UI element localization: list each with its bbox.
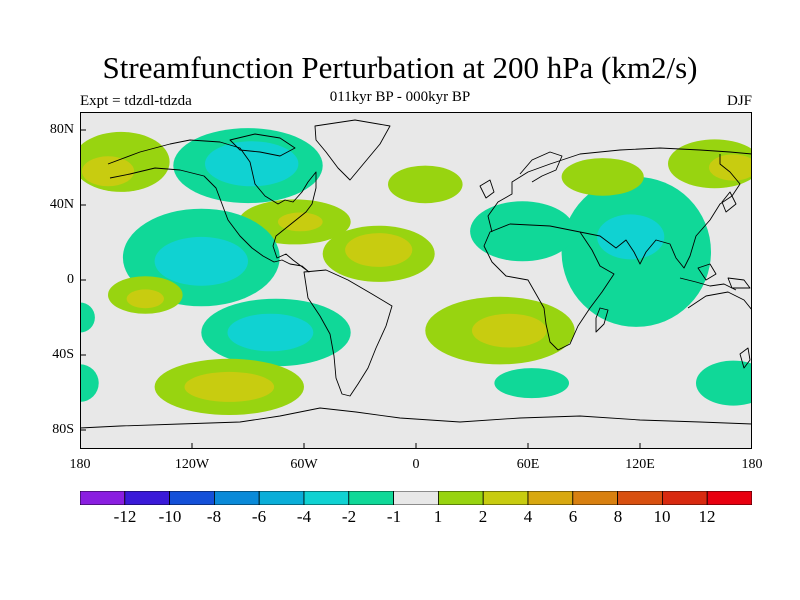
colorbar-label: 12 bbox=[698, 507, 716, 526]
lon-tick-label: 60W bbox=[290, 457, 318, 472]
colorbar-box bbox=[80, 491, 126, 505]
lat-tick-label: 0 bbox=[67, 272, 74, 287]
coastline-madagascar bbox=[595, 307, 609, 333]
coastline-north-america bbox=[107, 139, 317, 273]
anomaly-indian-ocean-negative bbox=[494, 368, 569, 399]
lon-tick-label: 120W bbox=[174, 457, 210, 472]
anomaly-europe-positive bbox=[388, 165, 463, 204]
lon-tick-label: 180 bbox=[741, 457, 763, 472]
colorbar-label: -6 bbox=[251, 507, 267, 526]
anomaly-layer bbox=[80, 128, 752, 415]
coastline-indonesia bbox=[679, 277, 737, 291]
anomaly-southern-africa-positive bbox=[472, 313, 547, 348]
anomaly-tropical-atlantic-positive bbox=[345, 233, 413, 267]
season-label: DJF bbox=[726, 93, 752, 109]
coastlines bbox=[80, 119, 752, 429]
anomaly-north-pacific-positive bbox=[81, 156, 135, 187]
map-panel bbox=[80, 112, 752, 449]
anomaly-southwest-pacific-negative bbox=[696, 360, 752, 406]
anomaly-east-asia-negative bbox=[597, 214, 665, 260]
coastline-south-america bbox=[303, 269, 393, 397]
coastline-japan bbox=[721, 191, 737, 213]
lon-tick-label: 180 bbox=[69, 457, 91, 472]
anomaly-south-america-negative bbox=[227, 313, 314, 352]
colorbar-box bbox=[124, 491, 170, 505]
coastline-eurasia bbox=[487, 147, 752, 233]
colorbar-label: -2 bbox=[341, 507, 357, 526]
lon-tick-label: 120E bbox=[625, 457, 655, 472]
colorbar-box bbox=[527, 491, 574, 505]
lat-tick-label: 40S bbox=[52, 347, 74, 362]
anomaly-middle-east-negative bbox=[470, 201, 575, 262]
colorbar-box bbox=[303, 491, 350, 505]
coastline-south-asia bbox=[579, 154, 741, 269]
plot-title: Streamfunction Perturbation at 200 hPa (… bbox=[102, 50, 698, 85]
lat-tick-label: 40N bbox=[49, 197, 74, 212]
colorbar-box bbox=[258, 491, 305, 505]
colorbar bbox=[80, 491, 752, 505]
colorbar-box bbox=[662, 491, 708, 505]
experiment-label: Expt = tdzdl-tdzda bbox=[80, 93, 192, 109]
lat-tick-label: 80N bbox=[49, 122, 74, 137]
colorbar-box bbox=[348, 491, 394, 505]
lon-tick-label: 60E bbox=[516, 457, 540, 472]
colorbar-boxes bbox=[80, 491, 752, 505]
coastline-borneo bbox=[697, 263, 717, 281]
colorbar-label: 8 bbox=[613, 507, 623, 526]
coastline-australia bbox=[687, 291, 752, 311]
colorbar-box bbox=[617, 491, 663, 505]
colorbar-box bbox=[393, 491, 439, 505]
coastline-british-isles bbox=[479, 179, 495, 199]
colorbar-label: 4 bbox=[523, 507, 533, 526]
map-ticks bbox=[80, 129, 641, 449]
coastline-arctic-islands bbox=[229, 133, 296, 157]
colorbar-box bbox=[482, 491, 529, 505]
colorbar-label: -12 bbox=[113, 507, 137, 526]
coastline-greenland bbox=[314, 119, 391, 181]
colorbar-box bbox=[706, 491, 752, 505]
anomaly-central-asia-positive bbox=[561, 158, 644, 196]
anomaly-date-line-negative bbox=[80, 302, 95, 333]
colorbar-label: -10 bbox=[158, 507, 182, 526]
colorbar-box bbox=[169, 491, 215, 505]
coastline-new-zealand bbox=[739, 347, 751, 369]
lon-tick-label: 0 bbox=[412, 457, 420, 472]
coastline-africa bbox=[483, 223, 615, 351]
colorbar-label: -8 bbox=[206, 507, 222, 526]
colorbar-label: -4 bbox=[296, 507, 312, 526]
colorbar-box bbox=[213, 491, 260, 505]
coastline-antarctica bbox=[80, 407, 752, 429]
plot-subtitle: 011kyr BP - 000kyr BP bbox=[329, 89, 471, 105]
colorbar-label: 1 bbox=[433, 507, 443, 526]
anomaly-north-atlantic-positive bbox=[277, 212, 323, 232]
anomaly-south-atlantic-negative bbox=[80, 364, 99, 402]
coastline-scandinavia bbox=[519, 151, 563, 183]
anomaly-eastern-pacific-negative bbox=[154, 236, 248, 286]
anomaly-south-pacific-positive bbox=[126, 289, 164, 309]
colorbar-label: 6 bbox=[568, 507, 578, 526]
colorbar-box bbox=[437, 491, 484, 505]
colorbar-label: 2 bbox=[478, 507, 488, 526]
colorbar-box bbox=[572, 491, 618, 505]
colorbar-label: 10 bbox=[653, 507, 671, 526]
coastline-new-guinea bbox=[727, 277, 751, 289]
anomaly-north-america-negative bbox=[205, 141, 299, 187]
colorbar-label: -1 bbox=[386, 507, 402, 526]
lat-tick-label: 80S bbox=[52, 422, 74, 437]
anomaly-southern-ocean-pacific-positive bbox=[184, 371, 275, 402]
